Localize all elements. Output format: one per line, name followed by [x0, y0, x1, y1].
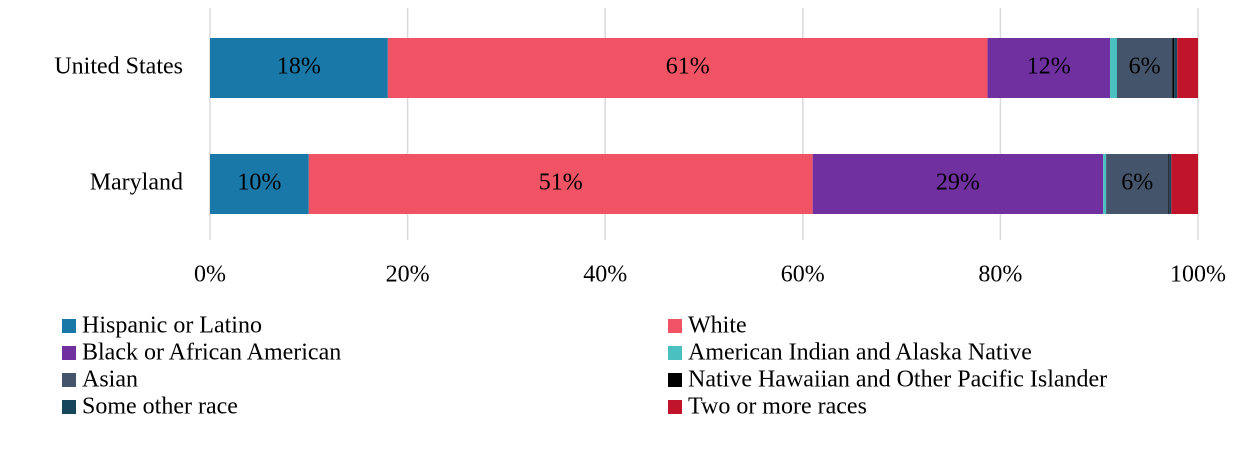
data-label: 18% — [277, 54, 321, 80]
legend-label: White — [688, 313, 747, 339]
bar-segment — [1110, 38, 1117, 98]
legend-swatch — [668, 400, 682, 414]
bar-segment — [1106, 154, 1169, 214]
x-tick-label: 40% — [583, 262, 627, 288]
data-label: 10% — [237, 170, 281, 196]
bar-segment — [1171, 154, 1198, 214]
legend-label: American Indian and Alaska Native — [688, 340, 1032, 366]
legend-label: Black or African American — [82, 340, 341, 366]
legend-swatch — [668, 319, 682, 333]
legend-label: Asian — [82, 367, 138, 393]
bar-segment — [308, 154, 813, 214]
bar-segment — [210, 38, 388, 98]
bar-segment — [1168, 154, 1170, 214]
x-tick-label: 100% — [1170, 262, 1226, 288]
data-label: 6% — [1129, 54, 1161, 80]
category-label: Maryland — [90, 170, 183, 196]
bar-segment — [387, 38, 988, 98]
legend-swatch — [668, 373, 682, 387]
x-tick-label: 60% — [781, 262, 825, 288]
bar-segment — [1169, 154, 1172, 214]
bar-segment — [1103, 154, 1107, 214]
data-label: 61% — [666, 54, 710, 80]
legend-label: Hispanic or Latino — [82, 313, 262, 339]
legend-swatch — [62, 373, 76, 387]
legend-label: Two or more races — [688, 394, 867, 420]
data-label: 12% — [1027, 54, 1071, 80]
bar-segment — [987, 38, 1111, 98]
bar-segment — [210, 154, 309, 214]
legend-swatch — [62, 400, 76, 414]
bar-segment — [1172, 38, 1175, 98]
legend-swatch — [62, 346, 76, 360]
bar-segment — [812, 154, 1104, 214]
legend-label: Some other race — [82, 394, 238, 420]
bar-segment — [1177, 38, 1198, 98]
x-tick-label: 20% — [386, 262, 430, 288]
legend-label: Native Hawaiian and Other Pacific Island… — [688, 367, 1107, 393]
category-label: United States — [54, 54, 183, 80]
legend-swatch — [62, 319, 76, 333]
x-tick-label: 80% — [978, 262, 1022, 288]
data-label: 51% — [539, 170, 583, 196]
legend-swatch — [668, 346, 682, 360]
bar-segment — [1174, 38, 1178, 98]
bar-segment — [1116, 38, 1173, 98]
data-label: 6% — [1121, 170, 1153, 196]
x-tick-label: 0% — [194, 262, 226, 288]
data-label: 29% — [936, 170, 980, 196]
